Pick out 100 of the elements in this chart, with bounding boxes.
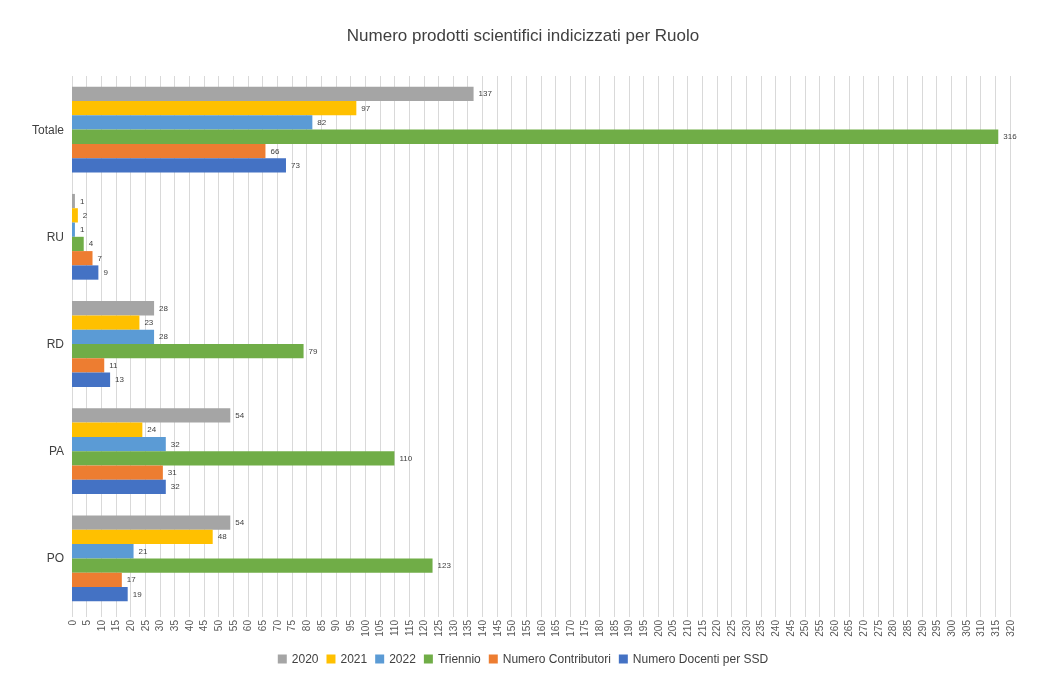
chart-title: Numero prodotti scientifici indicizzati per Ruolo [346,26,700,45]
x-tick-label: 210 [682,619,694,637]
legend-label: Triennio [437,652,482,666]
data-label: 28 [159,332,169,342]
x-tick-label: 110 [388,619,400,636]
x-tick-label: 140 [476,619,488,637]
bar [72,158,286,173]
x-tick-label: 180 [594,619,606,637]
x-tick-label: 295 [931,619,943,637]
x-tick-label: 65 [257,619,269,632]
x-tick-label: 100 [359,619,371,637]
x-tick-label: 0 [66,619,78,626]
x-tick-label: 185 [608,619,620,637]
bar [72,236,84,252]
data-label: 1 [79,225,85,235]
data-label: 17 [126,575,137,585]
x-tick-label: 315 [989,619,1001,637]
x-tick-label: 250 [799,619,811,637]
x-tick-label: 205 [667,619,679,637]
x-tick-label: 310 [975,619,987,637]
x-tick-label: 165 [550,619,562,637]
x-tick-label: 5 [81,619,93,626]
x-tick-label: 10 [95,619,107,632]
x-tick-label: 145 [491,619,503,637]
data-label: 28 [159,303,169,313]
data-label: 4 [88,239,94,249]
data-label: 19 [132,589,143,599]
x-tick-label: 160 [535,619,547,637]
data-label: 7 [97,253,103,263]
bar [72,572,122,587]
bar [72,129,999,144]
x-tick-label: 305 [960,619,972,637]
x-tick-label: 225 [726,619,738,637]
x-tick-label: 105 [374,619,386,637]
x-tick-label: 80 [301,619,312,632]
x-tick-label: 220 [711,619,723,637]
x-tick-label: 285 [901,619,913,637]
bar [72,586,128,602]
data-label: 123 [437,561,452,571]
x-tick-label: 320 [1004,619,1016,637]
x-tick-label: 200 [652,619,664,637]
y-tick-label: PA [48,444,64,459]
data-label: 73 [290,160,301,170]
data-label: 48 [217,532,228,542]
x-tick-label: 55 [227,619,239,632]
x-tick-label: 170 [564,619,576,637]
x-tick-label: 155 [520,619,532,637]
x-tick-label: 115 [403,619,415,636]
x-tick-label: 275 [872,619,884,637]
x-tick-label: 70 [271,619,283,632]
bar [72,265,99,280]
data-label: 97 [361,103,371,113]
bar [72,465,163,480]
legend-label: Numero Contributori [502,652,611,666]
x-tick-label: 230 [740,619,752,637]
x-tick-label: 175 [579,619,591,637]
data-label: 54 [235,410,245,420]
x-tick-label: 15 [110,619,122,632]
x-tick-label: 215 [696,619,708,637]
data-label: 11 [109,360,119,370]
bar [72,193,75,209]
x-tick-label: 50 [213,619,225,632]
x-tick-label: 195 [638,619,650,637]
x-tick-label: 150 [506,619,518,637]
x-tick-label: 255 [813,619,825,637]
x-tick-label: 130 [447,619,459,637]
bar [72,115,313,130]
bar [72,329,155,344]
bar [72,344,304,359]
y-tick-label: PO [46,551,64,566]
x-tick-label: 290 [916,619,928,637]
data-label: 31 [167,468,178,478]
data-label: 66 [270,146,280,156]
data-label: 32 [170,482,181,492]
bar [72,222,75,237]
bar [72,408,231,423]
x-tick-label: 280 [887,619,899,637]
x-tick-label: 20 [125,619,137,632]
bar [72,315,140,330]
x-tick-label: 245 [784,619,796,637]
y-tick-label: RU [46,229,64,244]
bar [72,479,166,495]
x-tick-label: 300 [945,619,957,637]
x-tick-label: 25 [139,619,151,632]
data-label: 82 [317,117,327,127]
data-label: 137 [478,89,493,99]
data-label: 2 [82,210,88,220]
bar [72,422,143,437]
x-tick-label: 40 [183,619,195,632]
bar [72,358,105,373]
data-label: 21 [138,546,149,556]
legend-label: Numero Docenti per SSD [632,652,769,666]
data-label: 54 [235,518,245,528]
bar [72,86,474,102]
legend-label: 2020 [291,652,319,666]
data-label: 32 [170,439,181,449]
x-tick-label: 265 [843,619,855,637]
x-tick-label: 85 [315,619,327,632]
bar [72,515,231,530]
data-label: 1 [79,196,85,206]
